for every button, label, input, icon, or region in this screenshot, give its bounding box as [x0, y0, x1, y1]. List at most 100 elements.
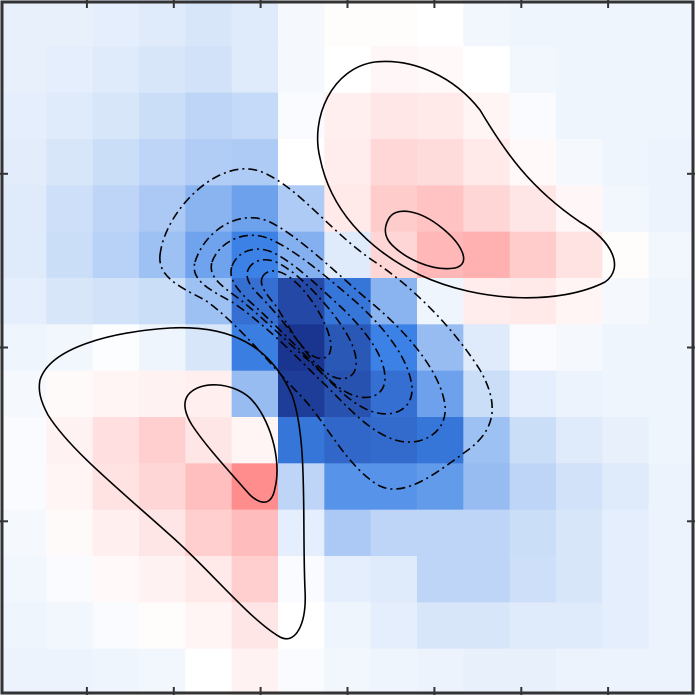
heatmap-cell: [46, 185, 94, 233]
heatmap-cell: [509, 231, 557, 279]
heatmap-cell: [602, 92, 650, 140]
heatmap-cell: [0, 231, 47, 279]
heatmap-cell: [602, 556, 650, 603]
heatmap-cell: [509, 185, 557, 233]
heatmap-cell: [139, 417, 186, 464]
heatmap-cell: [463, 46, 511, 94]
heatmap-cell: [46, 324, 94, 372]
heatmap-cell: [648, 0, 695, 47]
heatmap-cell: [509, 92, 557, 140]
heatmap-cell: [231, 139, 279, 186]
heatmap-cell: [509, 648, 557, 695]
heatmap-cell: [417, 139, 464, 186]
heatmap-cell: [370, 139, 418, 186]
heatmap-cell: [46, 509, 94, 557]
heatmap-cell: [46, 46, 94, 94]
heatmap-cell: [463, 556, 511, 603]
heatmap-cell: [139, 46, 186, 94]
heatmap-cell: [370, 231, 418, 279]
heatmap-cell: [417, 370, 464, 418]
heatmap-cell: [602, 463, 650, 511]
heatmap-cell: [185, 463, 233, 511]
heatmap-cell: [139, 139, 186, 186]
heatmap-cell: [185, 46, 233, 94]
contour-positive-outer-lower: [38, 326, 306, 640]
heatmap-cell: [278, 509, 325, 557]
heatmap-cell: [417, 463, 464, 511]
heatmap-cell: [139, 602, 186, 650]
heatmap-cell: [556, 139, 603, 186]
heatmap-cell: [602, 417, 650, 464]
heatmap-cell: [185, 509, 233, 557]
heatmap-cell: [556, 278, 603, 325]
heatmap-cell: [46, 139, 94, 186]
heatmap-cell: [231, 370, 279, 418]
contour-positive-inner-lower: [184, 384, 278, 503]
heatmap-cell: [0, 509, 47, 557]
heatmap-cell: [463, 139, 511, 186]
heatmap-cell: [648, 185, 695, 233]
heatmap-cell: [556, 0, 603, 47]
contour-negative-6: [260, 270, 332, 360]
heatmap-cell: [92, 648, 140, 695]
contour-negative-5: [246, 258, 357, 380]
heatmap-cell: [556, 648, 603, 695]
heatmap-cell: [324, 556, 372, 603]
heatmap-cell: [139, 92, 186, 140]
heatmap-cell: [417, 0, 464, 47]
heatmap-cell: [46, 0, 94, 47]
heatmap-cell: [0, 92, 47, 140]
heatmap-cell: [92, 556, 140, 603]
heatmap-cell: [370, 602, 418, 650]
heatmap-cell: [46, 648, 94, 695]
heatmap-cell: [278, 370, 325, 418]
heatmap-cell: [0, 556, 47, 603]
heatmap-cell: [324, 324, 372, 372]
heatmap-cell: [417, 185, 464, 233]
heatmap-cell: [231, 509, 279, 557]
heatmap-cell: [231, 278, 279, 325]
heatmap-cell: [648, 46, 695, 94]
heatmap-cell: [139, 0, 186, 47]
heatmap-cell: [278, 324, 325, 372]
heatmap-cell: [370, 556, 418, 603]
heatmap-cell: [185, 0, 233, 47]
heatmap-cell: [463, 648, 511, 695]
contour-negative-4: [230, 248, 386, 399]
heatmap-cell: [324, 92, 372, 140]
heatmap-cell: [417, 556, 464, 603]
heatmap-cell: [0, 185, 47, 233]
heatmap-cell: [556, 324, 603, 372]
heatmap-cell: [185, 278, 233, 325]
heatmap-cell: [324, 602, 372, 650]
heatmap-cell: [231, 417, 279, 464]
heatmap-cell: [231, 556, 279, 603]
heatmap-cell: [509, 509, 557, 557]
heatmap-cell: [648, 556, 695, 603]
heatmap-cell: [648, 278, 695, 325]
heatmap-cell: [648, 139, 695, 186]
heatmap-cell: [370, 278, 418, 325]
heatmap-cell: [324, 231, 372, 279]
negative-contours: [159, 168, 493, 490]
heatmap-cell: [509, 556, 557, 603]
heatmap-cell: [0, 0, 47, 47]
heatmap-cell: [648, 231, 695, 279]
heatmap-cell: [602, 0, 650, 47]
heatmap-cell: [556, 602, 603, 650]
heatmap-cell: [185, 92, 233, 140]
heatmap-cell: [463, 231, 511, 279]
heatmap-cell: [463, 417, 511, 464]
heatmap-cell: [509, 46, 557, 94]
heatmap-cell: [648, 417, 695, 464]
heatmap-cell: [139, 509, 186, 557]
heatmap-cell: [185, 370, 233, 418]
heatmap-cell: [370, 324, 418, 372]
heatmap-cell: [92, 92, 140, 140]
heatmap-cell: [139, 648, 186, 695]
heatmap-cell: [463, 0, 511, 47]
heatmap-cell: [602, 185, 650, 233]
heatmap-cell: [278, 0, 325, 47]
heatmap-cell: [648, 602, 695, 650]
heatmap-cell: [185, 602, 233, 650]
